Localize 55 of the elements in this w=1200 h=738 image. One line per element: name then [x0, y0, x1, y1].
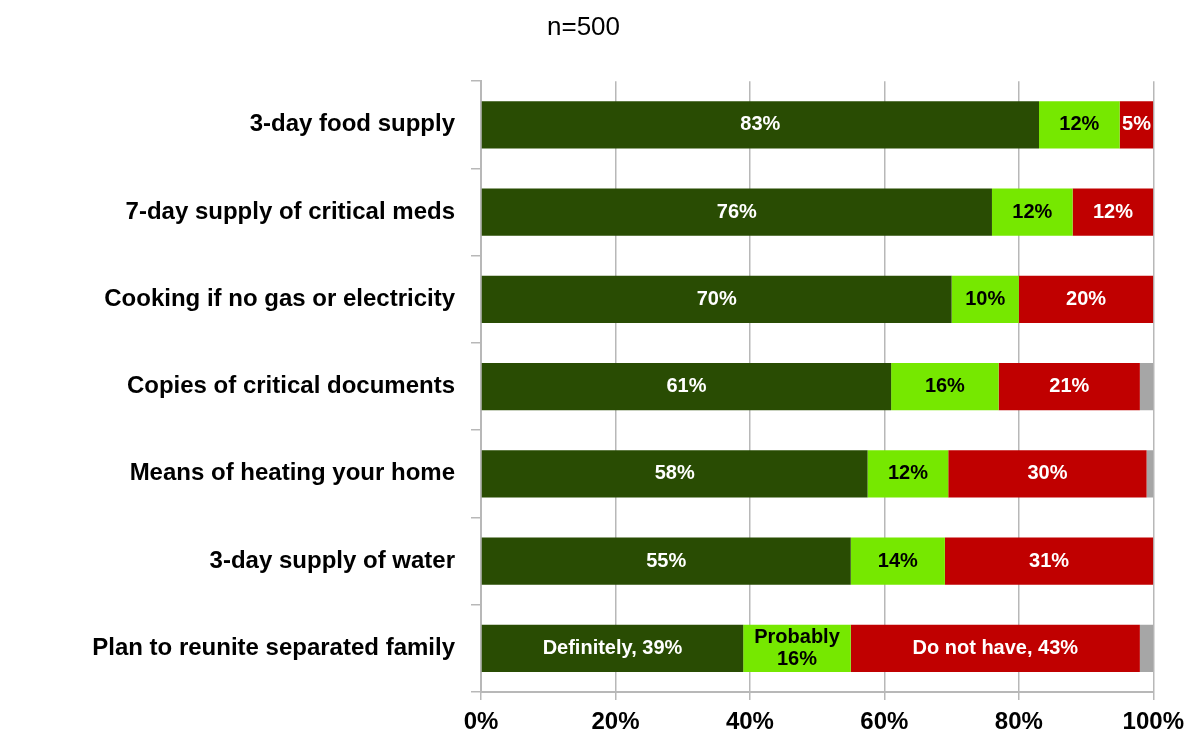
x-tick-label: 80% [994, 707, 1043, 735]
data-label: 12% [1012, 199, 1053, 222]
data-label: 55% [646, 548, 687, 571]
data-label: 21% [1049, 374, 1090, 397]
data-label: 70% [696, 286, 737, 309]
bar [481, 275, 952, 323]
bar [944, 537, 1154, 585]
data-label: 12% [1092, 199, 1134, 222]
y-tick-label: Plan to reunite separated family [92, 633, 456, 660]
data-label: 61% [666, 374, 707, 397]
bar [1072, 188, 1154, 236]
data-label: 58% [654, 461, 695, 484]
chart-title: n=500 [546, 10, 621, 41]
data-label: 16% [924, 374, 966, 397]
bar [1139, 363, 1154, 411]
bar [891, 363, 999, 411]
data-label: 20% [1066, 286, 1107, 309]
bar [948, 450, 1147, 498]
y-tick-label: 3-day food supply [249, 109, 456, 137]
data-label: 31% [1029, 548, 1070, 571]
bar [998, 363, 1140, 411]
bar [1039, 101, 1120, 149]
bar [850, 624, 1140, 672]
bar [481, 537, 851, 585]
bar [991, 188, 1073, 236]
y-tick-label: Cooking if no gas or electricity [104, 283, 456, 311]
x-tick-label: 40% [725, 707, 774, 735]
x-tick-label: 0% [463, 707, 499, 735]
y-tick-label: 3-day supply of water [209, 545, 455, 573]
data-label: 83% [740, 112, 781, 135]
y-tick-label: Means of heating your home [129, 458, 455, 486]
bar [481, 188, 992, 236]
data-label: 10% [965, 286, 1006, 309]
x-tick-label: 60% [860, 707, 909, 735]
bar [481, 624, 744, 672]
data-label: 5% [1122, 112, 1152, 135]
data-label: Definitely, 39% [542, 635, 683, 658]
bar [1139, 624, 1154, 672]
bar [481, 450, 868, 498]
data-label: 12% [1059, 112, 1100, 135]
data-label: Probably 16% [754, 624, 841, 669]
data-label: 12% [887, 461, 929, 484]
bar [867, 450, 949, 498]
x-tick-label: 100% [1122, 707, 1184, 735]
y-tick-label: Copies of critical documents [126, 371, 455, 399]
y-tick-label: 7-day supply of critical meds [125, 196, 455, 224]
bar [481, 101, 1040, 149]
bar [850, 537, 945, 585]
data-label: 14% [877, 548, 919, 571]
data-label: 30% [1027, 461, 1068, 484]
bar [1018, 275, 1154, 323]
data-label: Do not have, 43% [912, 635, 1079, 658]
data-label: 76% [716, 199, 758, 222]
bar [481, 363, 892, 411]
x-tick-label: 20% [591, 707, 640, 735]
